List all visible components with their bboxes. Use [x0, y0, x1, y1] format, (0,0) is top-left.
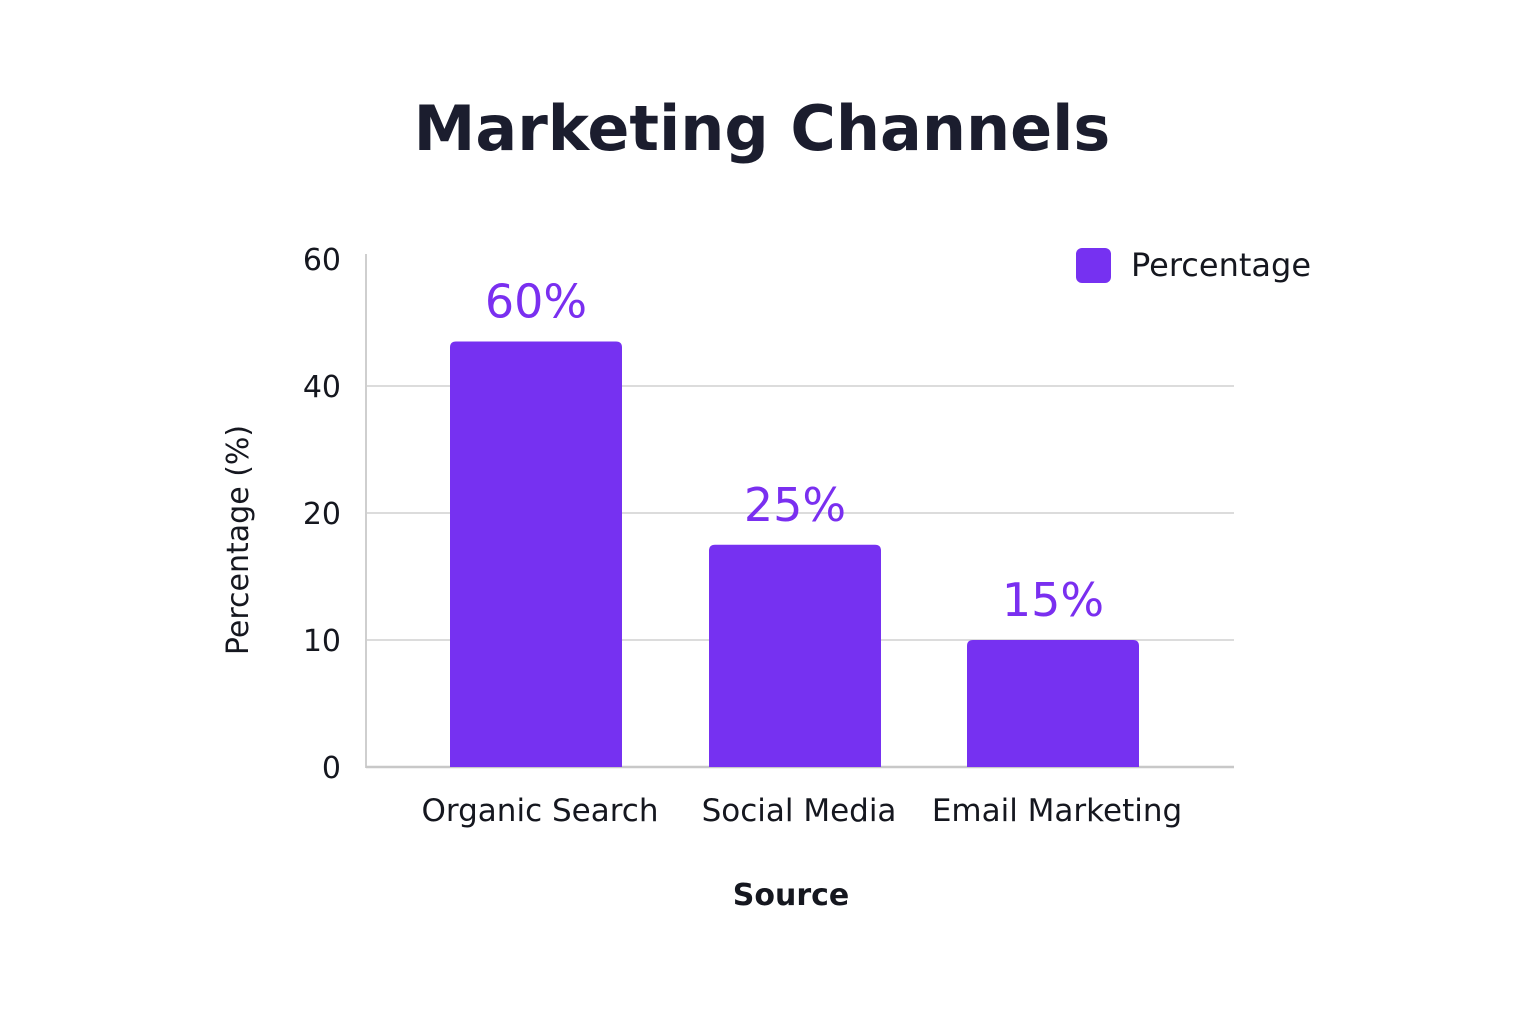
x-tick-label: Email Marketing — [932, 793, 1182, 829]
y-tick-label: 20 — [303, 497, 341, 532]
legend: Percentage — [1076, 246, 1311, 284]
x-tick-label: Social Media — [702, 793, 897, 829]
legend-swatch — [1076, 248, 1111, 283]
x-axis-title: Source — [733, 878, 850, 913]
y-axis-title: Percentage (%) — [221, 425, 256, 655]
data-label: 25% — [744, 478, 846, 532]
data-label: 60% — [485, 275, 587, 329]
x-axis-ticks: Organic Search Social Media Email Marketin… — [422, 793, 1183, 829]
y-tick-label: 10 — [303, 624, 341, 659]
bars — [450, 341, 1139, 767]
chart-title: Marketing Channels — [414, 92, 1111, 165]
data-labels: 60% 25% 15% — [485, 275, 1104, 627]
bar-social-media — [709, 544, 881, 767]
bar-email-marketing — [967, 640, 1139, 767]
y-tick-label: 0 — [322, 751, 341, 786]
x-tick-label: Organic Search — [422, 793, 659, 829]
y-axis-ticks: 0 10 20 40 60 — [303, 243, 341, 786]
bar-organic-search — [450, 341, 622, 767]
y-tick-label: 40 — [303, 370, 341, 405]
y-tick-label: 60 — [303, 243, 341, 278]
legend-label: Percentage — [1131, 246, 1311, 284]
data-label: 15% — [1002, 573, 1104, 627]
